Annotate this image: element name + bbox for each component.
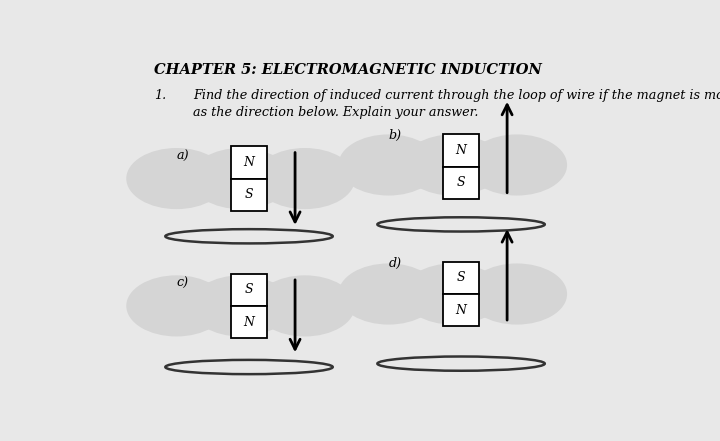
Text: S: S xyxy=(456,271,465,284)
Text: 1.: 1. xyxy=(154,89,166,101)
Bar xyxy=(443,167,480,199)
Circle shape xyxy=(338,135,438,195)
Text: c): c) xyxy=(176,277,189,290)
Text: a): a) xyxy=(176,149,189,163)
Bar xyxy=(443,262,480,294)
Bar xyxy=(231,179,267,211)
Text: CHAPTER 5: ELECTROMAGNETIC INDUCTION: CHAPTER 5: ELECTROMAGNETIC INDUCTION xyxy=(154,63,542,77)
Bar xyxy=(443,135,480,167)
Circle shape xyxy=(126,148,227,209)
Text: d): d) xyxy=(389,257,402,269)
Text: N: N xyxy=(243,156,255,169)
Circle shape xyxy=(126,275,227,336)
Circle shape xyxy=(338,263,438,325)
Text: N: N xyxy=(243,315,255,329)
Text: as the direction below. Explain your answer.: as the direction below. Explain your ans… xyxy=(193,105,479,119)
Text: Find the direction of induced current through the loop of wire if the magnet is : Find the direction of induced current th… xyxy=(193,89,720,101)
Circle shape xyxy=(402,263,503,325)
Bar xyxy=(443,294,480,326)
Text: b): b) xyxy=(389,129,402,142)
Circle shape xyxy=(255,148,355,209)
Text: N: N xyxy=(456,144,467,157)
Text: S: S xyxy=(245,188,253,201)
Circle shape xyxy=(255,275,355,336)
Circle shape xyxy=(190,148,291,209)
Bar xyxy=(231,146,267,179)
Circle shape xyxy=(402,135,503,195)
Bar xyxy=(231,306,267,338)
Text: S: S xyxy=(456,176,465,189)
Circle shape xyxy=(467,263,567,325)
Bar xyxy=(231,273,267,306)
Text: S: S xyxy=(245,283,253,296)
Circle shape xyxy=(190,275,291,336)
Circle shape xyxy=(467,135,567,195)
Text: N: N xyxy=(456,304,467,317)
